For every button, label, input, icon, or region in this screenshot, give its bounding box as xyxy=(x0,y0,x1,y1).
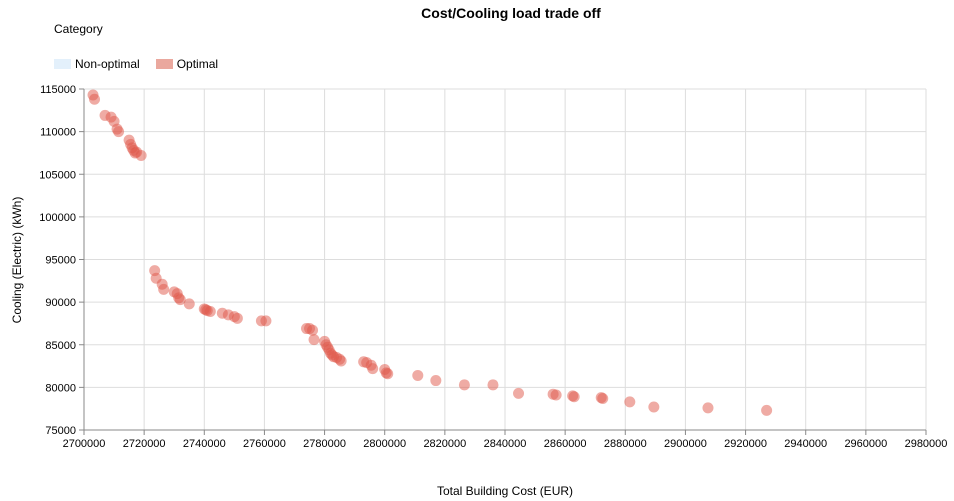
y-axis-label: Cooling (Electric) (kWh) xyxy=(10,197,24,324)
data-point-optimal[interactable] xyxy=(430,375,442,387)
y-tick-label: 85000 xyxy=(45,340,76,352)
x-tick-label: 2760000 xyxy=(243,438,286,450)
data-point-optimal[interactable] xyxy=(702,402,714,414)
data-point-optimal[interactable] xyxy=(308,334,320,346)
gridlines xyxy=(83,88,927,431)
y-tick-label: 95000 xyxy=(45,255,76,267)
x-tick-label: 2860000 xyxy=(544,438,587,450)
legend-label-optimal: Optimal xyxy=(176,57,219,71)
x-tick-label: 2920000 xyxy=(724,438,767,450)
data-point-optimal[interactable] xyxy=(458,379,470,391)
legend-title: Category xyxy=(54,22,103,36)
data-point-optimal[interactable] xyxy=(550,389,562,401)
data-point-optimal[interactable] xyxy=(382,368,394,380)
data-point-optimal[interactable] xyxy=(761,404,773,416)
x-tick-label: 2780000 xyxy=(303,438,346,450)
data-point-optimal[interactable] xyxy=(597,392,609,404)
y-tick-label: 110000 xyxy=(40,127,76,139)
x-tick-label: 2980000 xyxy=(905,438,948,450)
data-point-optimal[interactable] xyxy=(335,355,347,367)
data-point-optimal[interactable] xyxy=(648,401,660,413)
y-tick-label: 105000 xyxy=(39,169,76,181)
y-tick-label: 100000 xyxy=(39,212,76,224)
x-tick-label: 2700000 xyxy=(63,438,106,450)
legend: Non-optimal Optimal xyxy=(54,57,234,71)
data-point-optimal[interactable] xyxy=(89,93,101,105)
data-point-optimal[interactable] xyxy=(231,312,243,324)
y-tick-label: 80000 xyxy=(45,382,76,394)
data-point-optimal[interactable] xyxy=(412,369,424,381)
x-tick-label: 2820000 xyxy=(423,438,466,450)
y-tick-label: 75000 xyxy=(45,425,76,437)
data-point-optimal[interactable] xyxy=(487,379,499,391)
data-point-optimal[interactable] xyxy=(260,315,272,327)
data-point-optimal[interactable] xyxy=(367,363,379,375)
legend-item-non-optimal[interactable]: Non-optimal xyxy=(54,57,140,71)
x-tick-label: 2740000 xyxy=(183,438,226,450)
x-tick-label: 2940000 xyxy=(784,438,827,450)
data-points xyxy=(87,89,773,416)
x-tick-label: 2840000 xyxy=(484,438,527,450)
x-tick-label: 2960000 xyxy=(844,438,887,450)
data-point-optimal[interactable] xyxy=(513,387,525,399)
x-tick-label: 2720000 xyxy=(123,438,166,450)
chart-title: Cost/Cooling load trade off xyxy=(421,5,601,21)
data-point-optimal[interactable] xyxy=(135,149,147,161)
x-tick-label: 2900000 xyxy=(664,438,707,450)
data-point-optimal[interactable] xyxy=(158,283,170,295)
data-point-optimal[interactable] xyxy=(624,396,636,408)
legend-swatch-non-optimal xyxy=(54,59,71,69)
data-point-optimal[interactable] xyxy=(568,391,580,403)
y-tick-label: 90000 xyxy=(45,297,76,309)
axes: 2700000 2720000 2740000 2760000 2780000 28000… xyxy=(39,84,947,450)
data-point-optimal[interactable] xyxy=(113,126,125,138)
data-point-optimal[interactable] xyxy=(204,306,216,318)
x-tick-label: 2880000 xyxy=(604,438,647,450)
legend-item-optimal[interactable]: Optimal xyxy=(155,57,219,71)
x-axis-label: Total Building Cost (EUR) xyxy=(437,484,573,498)
legend-swatch-optimal xyxy=(155,59,173,69)
data-point-optimal[interactable] xyxy=(174,294,186,306)
y-tick-label: 115000 xyxy=(40,84,76,96)
data-point-optimal[interactable] xyxy=(183,298,195,310)
legend-label-non-optimal: Non-optimal xyxy=(75,57,140,71)
data-point-optimal[interactable] xyxy=(307,324,319,336)
x-tick-label: 2800000 xyxy=(363,438,406,450)
